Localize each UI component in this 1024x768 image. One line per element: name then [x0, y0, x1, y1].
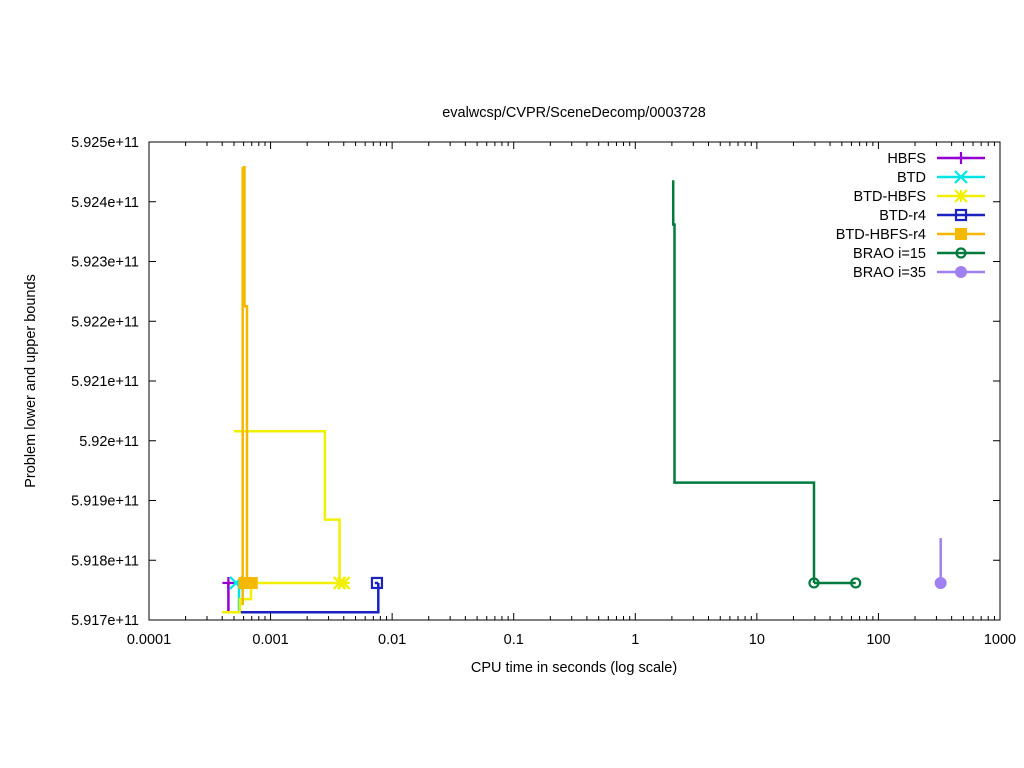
y-tick-label: 5.925e+11 — [71, 135, 139, 151]
x-tick-label: 100 — [866, 632, 890, 648]
series-brao-i-15 — [671, 180, 862, 589]
legend: HBFS BTD BTD-HBFS BTD-r4 BTD-HBFS-r4 BRAO i=1… — [836, 151, 985, 281]
plot-area — [148, 141, 1001, 621]
legend-label: HBFS — [887, 151, 926, 167]
data-point — [850, 577, 862, 589]
legend-marker-shape — [955, 247, 967, 259]
series-btd-hbfs-r4 — [238, 165, 258, 606]
legend-item-brao-i-35: BRAO i=35 — [853, 265, 985, 281]
data-point — [934, 576, 947, 589]
legend-marker-shape — [954, 208, 968, 222]
y-tick-label: 5.923e+11 — [71, 255, 139, 271]
y-tick-label: 5.92e+11 — [79, 434, 139, 450]
legend-marker — [954, 189, 968, 203]
legend-item-btd-hbfs-r4: BTD-HBFS-r4 — [836, 227, 985, 243]
legend-marker — [955, 228, 967, 240]
plot-frame — [148, 141, 1001, 621]
data-point — [336, 576, 351, 590]
y-tick-label: 5.918e+11 — [71, 553, 139, 569]
x-tick-label: 0.001 — [252, 632, 288, 648]
legend-item-btd: BTD — [897, 170, 985, 186]
y-tick-label: 5.917e+11 — [71, 613, 139, 629]
y-axis-label: Problem lower and upper bounds — [23, 274, 39, 488]
data-point — [370, 576, 384, 590]
legend-marker-shape — [955, 266, 967, 278]
legend-label: BTD — [897, 170, 926, 186]
legend-marker-stroke — [954, 189, 968, 203]
y-tick-label: 5.919e+11 — [71, 494, 139, 510]
legend-marker — [955, 266, 967, 278]
y-tick-label: 5.922e+11 — [71, 314, 139, 330]
series-line — [222, 583, 253, 614]
x-axis-label: CPU time in seconds (log scale) — [471, 660, 677, 676]
x-tick-label: 0.1 — [504, 632, 524, 648]
data-point-shape — [808, 577, 820, 589]
legend-marker — [955, 152, 967, 164]
data-point — [222, 576, 235, 589]
x-tick-label: 10 — [749, 632, 765, 648]
series-line — [671, 180, 816, 583]
axis-ticks: 0.0001 0.001 0.01 0.1 1 10 100 1000 5.917e+11 5.9… — [71, 135, 1016, 648]
legend-label: BTD-r4 — [879, 208, 926, 224]
chart-title: evalwcsp/CVPR/SceneDecomp/0003728 — [442, 105, 706, 121]
legend-item-btd-hbfs: BTD-HBFS — [854, 189, 985, 205]
legend-label: BTD-HBFS — [854, 189, 927, 205]
series-line — [240, 583, 380, 614]
x-tick-label: 0.01 — [378, 632, 406, 648]
series-hbfs — [222, 576, 235, 613]
x-tick-label: 1000 — [984, 632, 1016, 648]
data-point-shape — [370, 576, 384, 590]
data-point-stroke — [336, 576, 351, 590]
y-tick-label: 5.924e+11 — [71, 195, 139, 211]
data-point — [245, 576, 258, 589]
legend-marker-shape — [955, 228, 967, 240]
legend-marker-stroke — [954, 170, 968, 184]
series-line — [242, 165, 249, 583]
legend-marker — [954, 170, 968, 184]
legend-marker — [954, 208, 968, 222]
x-tick-label: 0.0001 — [127, 632, 171, 648]
legend-label: BRAO i=15 — [853, 246, 926, 262]
data-point — [808, 577, 820, 589]
legend-item-hbfs: HBFS — [887, 151, 985, 167]
legend-label: BTD-HBFS-r4 — [836, 227, 926, 243]
data-point-shape — [934, 576, 947, 589]
series-btd-r4 — [240, 576, 384, 614]
data-point-shape — [850, 577, 862, 589]
series-brao-i-35 — [934, 538, 947, 589]
legend-item-brao-i-15: BRAO i=15 — [853, 246, 985, 262]
series-layer — [222, 165, 947, 614]
data-point-shape — [245, 576, 258, 589]
y-tick-label: 5.921e+11 — [71, 374, 139, 390]
legend-marker — [955, 247, 967, 259]
legend-item-btd-r4: BTD-r4 — [879, 208, 985, 224]
series-line — [234, 429, 344, 585]
series-btd-hbfs — [222, 429, 351, 614]
legend-label: BRAO i=35 — [853, 265, 926, 281]
x-tick-label: 1 — [631, 632, 639, 648]
